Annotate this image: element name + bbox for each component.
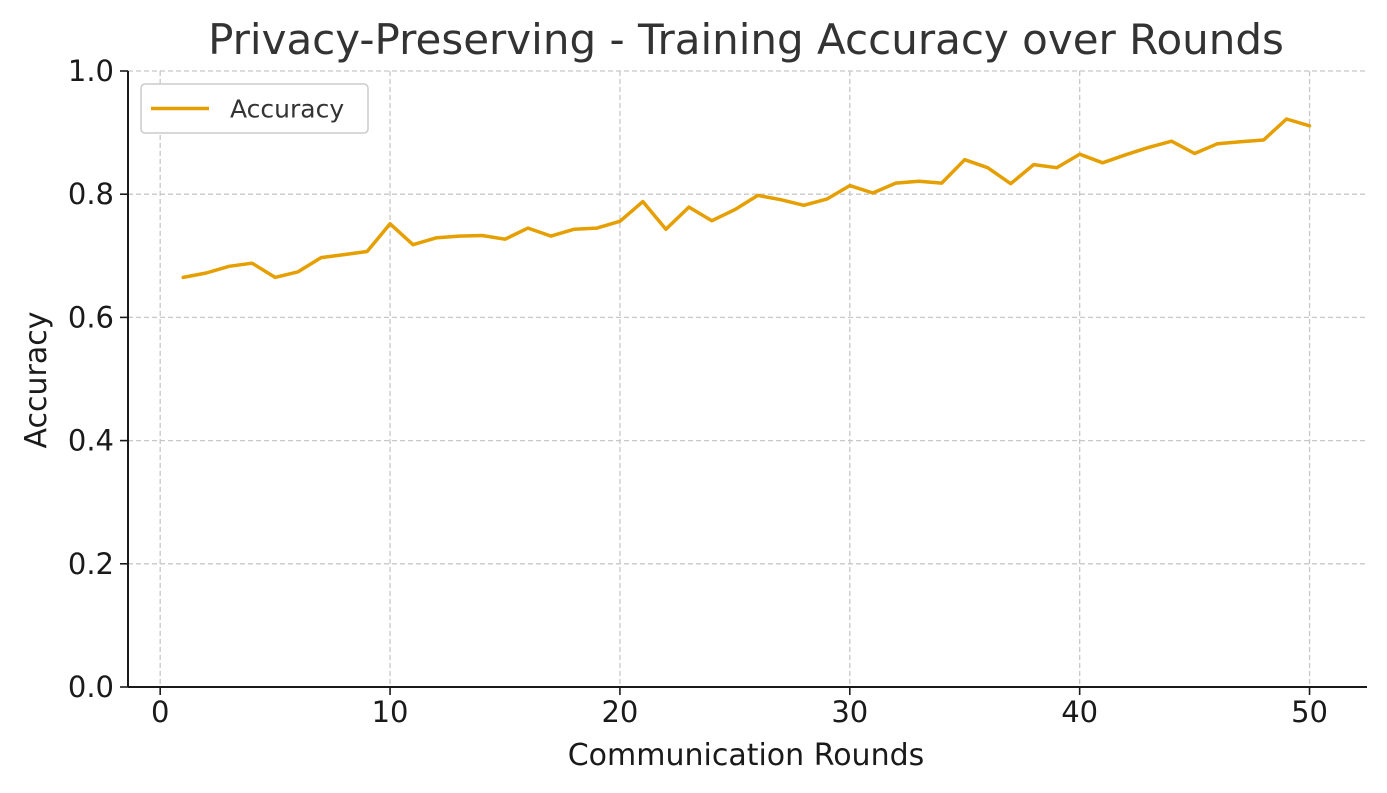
x-ticks: 0 10 20 30 40 50 — [151, 687, 1328, 729]
series-lines — [181, 117, 1312, 280]
x-tick-label: 30 — [831, 695, 868, 729]
chart-title: Privacy-Preserving - Training Accuracy o… — [208, 15, 1284, 64]
grid — [128, 70, 1367, 688]
x-axis-label: Communication Rounds — [568, 738, 925, 773]
x-tick-label: 20 — [601, 695, 638, 729]
y-tick-label: 1.0 — [68, 54, 114, 88]
y-tick-label: 0.4 — [68, 424, 114, 458]
x-tick-label: 40 — [1061, 695, 1098, 729]
legend-box — [140, 83, 369, 134]
series-line-accuracy — [181, 117, 1312, 280]
y-tick-label: 0.6 — [68, 300, 114, 334]
x-tick-label: 50 — [1291, 695, 1328, 729]
y-tick-label: 0.2 — [68, 547, 114, 581]
y-axis-label: Accuracy — [19, 312, 54, 449]
y-tick-label: 0.0 — [68, 670, 114, 704]
legend: Accuracy — [140, 83, 369, 134]
axes — [127, 71, 1367, 688]
legend-label: Accuracy — [230, 95, 344, 124]
x-tick-label: 0 — [151, 695, 169, 729]
y-tick-label: 0.8 — [68, 177, 114, 211]
x-tick-label: 10 — [372, 695, 409, 729]
y-ticks: 0.0 0.2 0.4 0.6 0.8 1.0 — [68, 54, 128, 704]
